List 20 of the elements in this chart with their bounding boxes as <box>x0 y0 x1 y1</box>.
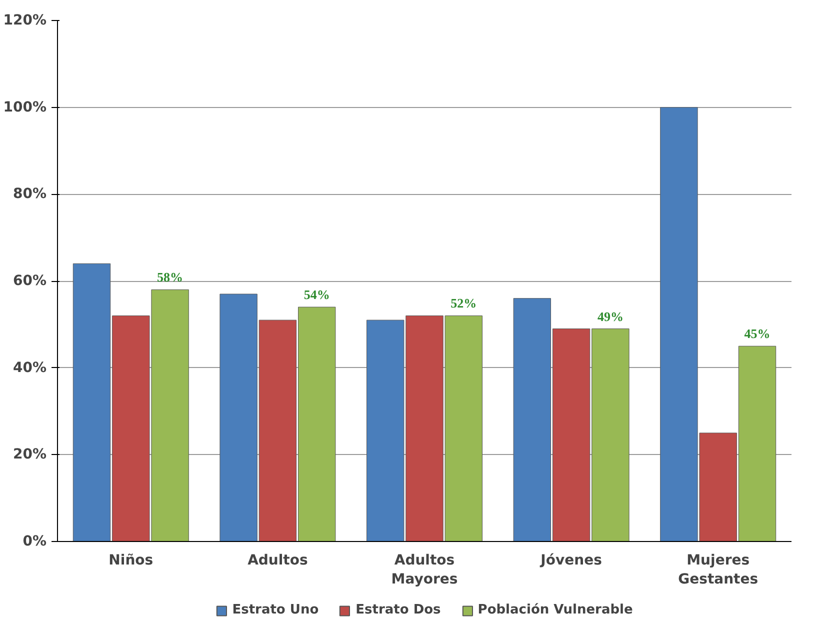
data-label: 58% <box>157 270 184 285</box>
y-tick-label: 20% <box>12 446 47 463</box>
data-label: 45% <box>744 326 770 342</box>
y-tick-label: 40% <box>12 360 47 376</box>
x-tick-label: Adultos <box>248 552 308 568</box>
data-label: 49% <box>597 308 624 324</box>
y-tick-label: 0% <box>22 534 47 550</box>
y-tick-label: 120% <box>3 12 47 28</box>
x-tick-label: Mujeres Gestantes <box>678 552 758 588</box>
x-tick-label: Adultos Mayores <box>391 552 458 588</box>
y-tick-label: 80% <box>12 186 47 202</box>
legend-label: Estrato Dos <box>356 602 441 618</box>
data-label: 54% <box>304 287 330 302</box>
legend-label: Población Vulnerable <box>478 602 633 618</box>
y-tick-label: 60% <box>12 273 47 289</box>
y-tick-label: 100% <box>3 99 47 116</box>
x-tick-label: Niños <box>108 552 154 568</box>
legend-label: Estrato Uno <box>232 602 319 618</box>
data-label: 52% <box>450 296 477 311</box>
x-tick-label: Jóvenes <box>540 552 602 568</box>
